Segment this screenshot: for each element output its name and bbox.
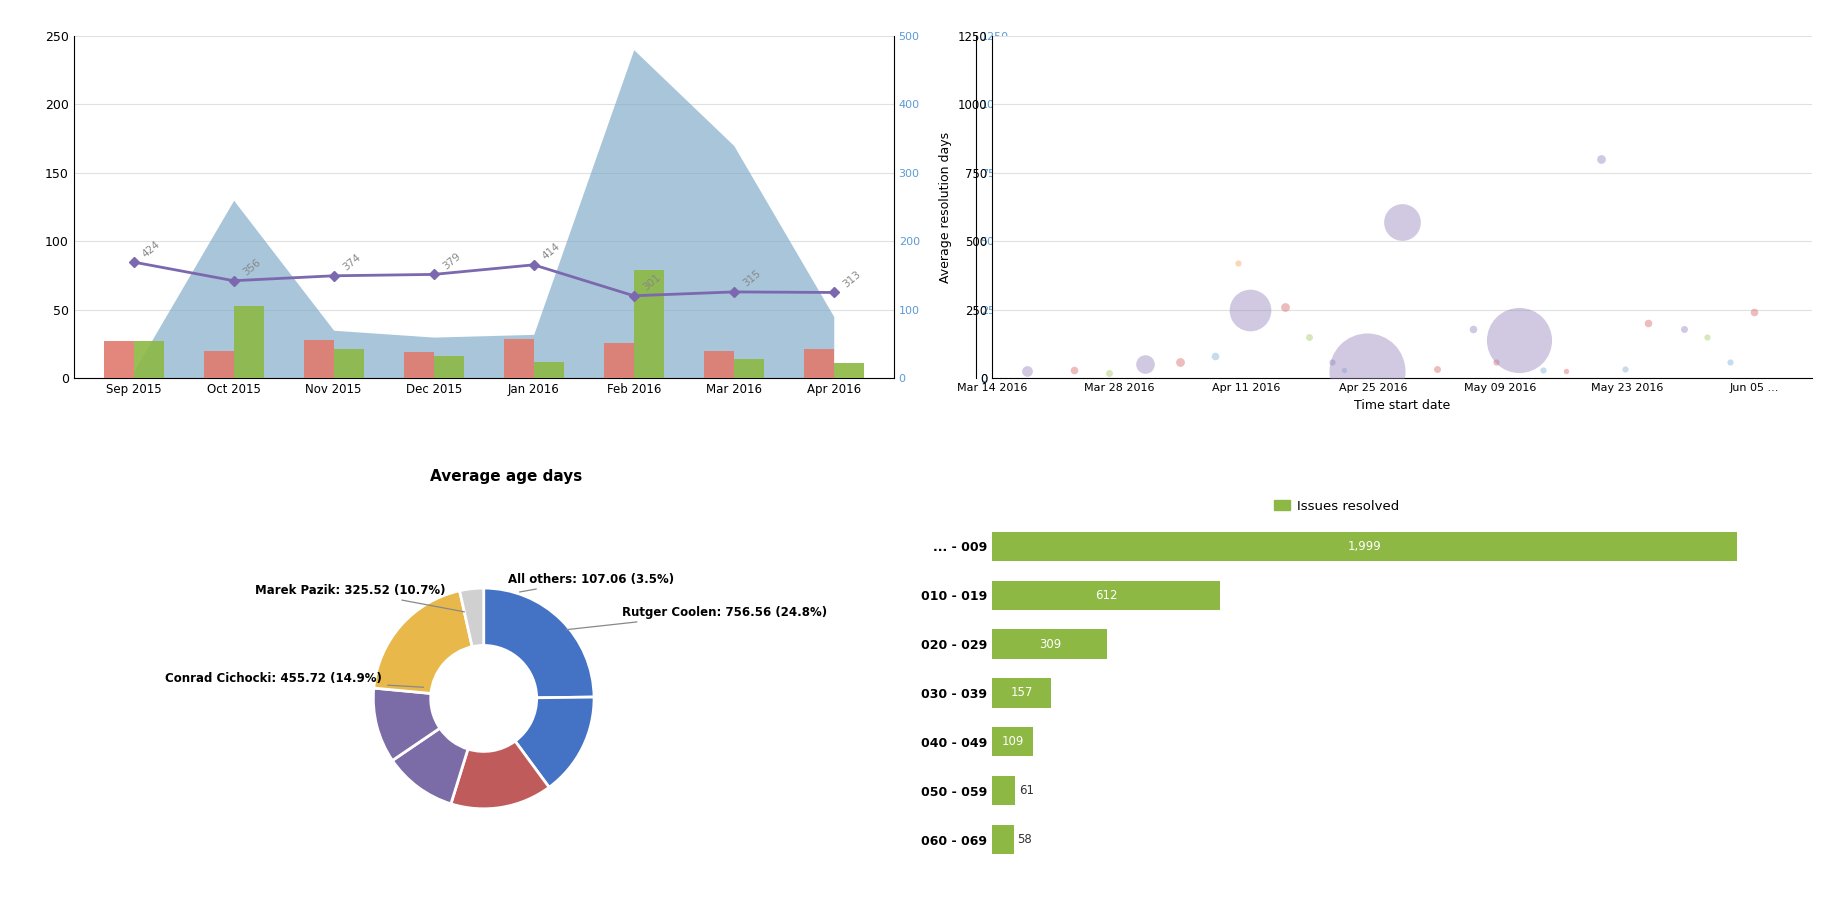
Text: 301: 301 [640, 273, 662, 292]
Bar [991, 679, 1050, 707]
Bar [991, 580, 1219, 610]
Point [1422, 362, 1451, 376]
Point [1585, 152, 1615, 166]
Point [1504, 333, 1534, 347]
Bar [103, 340, 134, 378]
Point [1480, 355, 1510, 369]
Bar [303, 340, 333, 378]
Text: Average age days: Average age days [430, 469, 581, 484]
Text: 157: 157 [1010, 687, 1032, 699]
Wedge shape [484, 588, 594, 698]
Text: 309: 309 [1039, 637, 1061, 651]
Bar [204, 351, 234, 378]
Bar [991, 727, 1032, 757]
Bar [403, 352, 434, 378]
Text: 356: 356 [241, 257, 263, 278]
Text: 61: 61 [1019, 784, 1034, 797]
Bar [833, 363, 862, 378]
Text: 612: 612 [1094, 589, 1116, 602]
Bar [603, 343, 633, 378]
Text: 414: 414 [541, 241, 563, 262]
Text: 315: 315 [741, 268, 761, 289]
Bar [702, 351, 734, 378]
Bar [734, 359, 763, 378]
Point [1352, 364, 1381, 379]
Text: 313: 313 [840, 269, 862, 290]
Wedge shape [451, 741, 548, 809]
Bar [991, 532, 1736, 561]
Bar [804, 348, 833, 378]
Point [1738, 305, 1767, 320]
Point [1528, 363, 1558, 377]
Wedge shape [460, 588, 484, 647]
Bar [991, 776, 1015, 806]
Point [1714, 355, 1743, 369]
Point [1094, 365, 1124, 380]
Bar [633, 270, 664, 378]
Point [1387, 215, 1416, 230]
Point [1692, 330, 1721, 345]
Wedge shape [373, 688, 440, 760]
Point [1129, 357, 1159, 372]
Bar [533, 363, 563, 378]
Text: 379: 379 [441, 251, 462, 272]
Point [1011, 364, 1041, 379]
Point [1199, 349, 1228, 364]
Point [1668, 321, 1697, 336]
Point [1269, 300, 1298, 314]
Text: 424: 424 [140, 238, 162, 259]
Point [1633, 316, 1662, 330]
Point [1293, 330, 1322, 345]
Bar [991, 825, 1013, 854]
Wedge shape [515, 698, 594, 788]
Point [1609, 362, 1639, 376]
Point [1550, 364, 1580, 379]
Bar [504, 339, 533, 378]
Point [1059, 363, 1089, 377]
Point [1317, 355, 1346, 369]
Text: Conrad Cichocki: 455.72 (14.9%): Conrad Cichocki: 455.72 (14.9%) [166, 672, 423, 688]
Bar [134, 340, 164, 378]
Point [1164, 355, 1194, 369]
Text: 1,999: 1,999 [1348, 540, 1381, 553]
Point [1456, 321, 1486, 336]
Wedge shape [392, 728, 467, 804]
Point [1234, 302, 1263, 317]
Bar [234, 306, 263, 378]
Point [1328, 363, 1357, 377]
Text: All others: 107.06 (3.5%): All others: 107.06 (3.5%) [508, 572, 673, 592]
X-axis label: Time start date: Time start date [1354, 399, 1449, 411]
Legend: Issues resolved: Issues resolved [1269, 494, 1403, 518]
Bar [991, 629, 1107, 659]
Point [1223, 256, 1252, 270]
Text: 58: 58 [1017, 833, 1032, 846]
Bar [333, 349, 364, 378]
Bar [434, 356, 463, 378]
Wedge shape [373, 590, 473, 694]
Text: 109: 109 [1000, 735, 1022, 748]
Text: Rutger Coolen: 756.56 (24.8%): Rutger Coolen: 756.56 (24.8%) [566, 606, 826, 630]
Y-axis label: Average resolution days: Average resolution days [938, 131, 951, 283]
Text: 374: 374 [340, 252, 362, 273]
Text: Marek Pazik: 325.52 (10.7%): Marek Pazik: 325.52 (10.7%) [254, 584, 463, 612]
